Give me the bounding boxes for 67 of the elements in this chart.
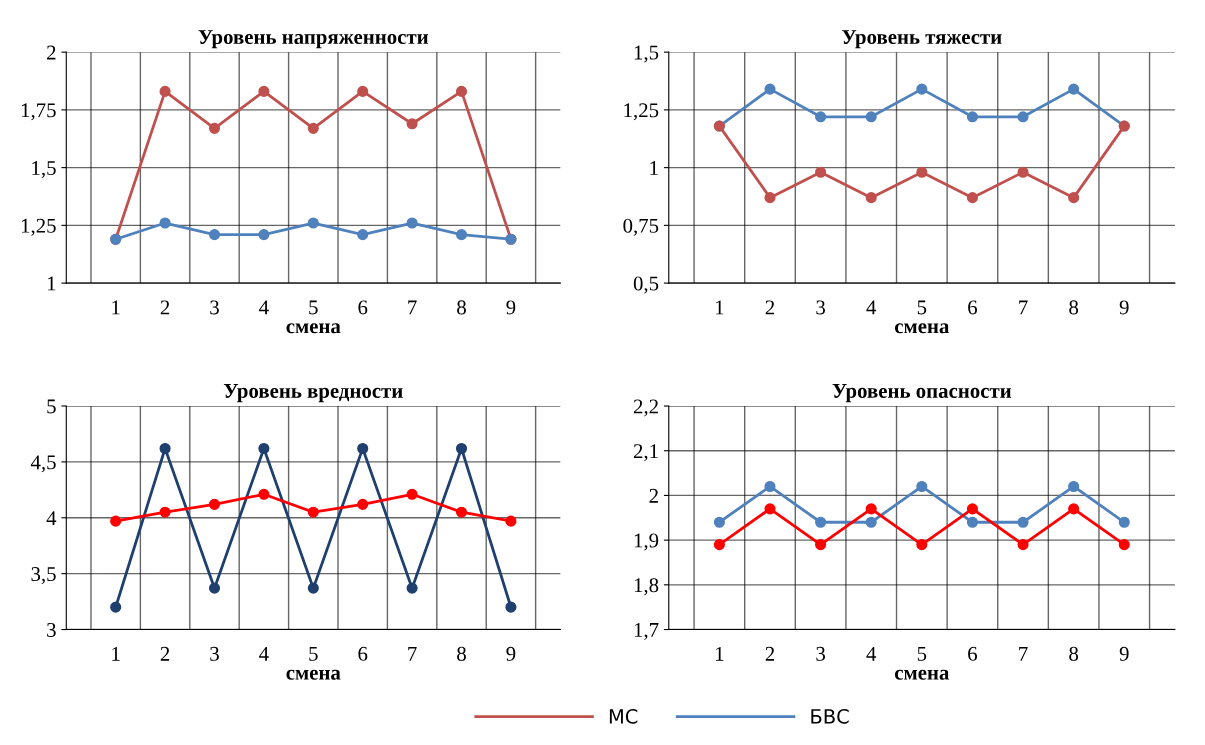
y-tick-label: 1,75 [21,103,56,121]
x-tick-label: 9 [1119,300,1129,315]
y-tick-label: 0,75 [623,218,659,236]
x-tick-label: 5 [309,300,318,315]
x-tick-label: 3 [210,646,219,661]
x-tick-label: 1 [112,646,120,661]
x-tick-label: 9 [506,300,516,315]
x-tick-label: 8 [457,300,466,315]
x-tick-label: 3 [816,300,825,315]
x-tick-label: 5 [309,647,318,661]
x-axis-title: смена [286,669,341,680]
text: МС [609,709,638,724]
y-tick-label: 1,9 [634,533,659,551]
y-tick-label: 2 [649,488,658,503]
x-tick-label: 2 [765,300,775,315]
x-tick-label: 7 [408,300,417,315]
x-tick-label: 9 [1119,646,1129,661]
x-tick-label: 5 [917,300,927,315]
x-tick-label: 1 [716,300,724,315]
x-axis-title: смена [286,323,341,334]
x-tick-label: 6 [358,646,368,661]
y-tick-label: 1,5 [32,161,56,179]
x-tick-label: 7 [408,647,417,661]
x-tick-label: 4 [259,646,269,661]
x-tick-label: 4 [866,646,877,661]
x-tick-label: 5 [917,647,927,661]
x-tick-label: 3 [210,300,219,315]
x-tick-label: 4 [259,300,269,315]
chart-title: Уровень вредности [223,384,403,403]
chart-title: Уровень напряженности [198,30,429,49]
y-tick-label: 1,7 [634,623,659,640]
y-tick-label: 2,1 [633,444,658,462]
x-tick-label: 1 [716,646,724,661]
y-tick-label: 4,5 [30,455,56,473]
x-tick-label: 2 [160,300,170,315]
y-tick-label: 5 [47,399,56,414]
y-tick-label: 0,5 [633,276,659,294]
x-tick-label: 7 [1019,300,1028,315]
x-tick-label: 8 [457,646,466,661]
x-tick-label: 7 [1019,647,1028,661]
x-tick-label: 8 [1069,646,1079,661]
y-tick-label: 1,25 [21,218,56,236]
x-tick-label: 4 [866,300,877,315]
x-tick-label: 6 [968,646,978,661]
x-tick-label: 6 [968,300,978,315]
text: БВС [811,709,849,724]
x-tick-label: 1 [112,300,120,315]
y-tick-label: 3 [47,622,56,637]
y-tick-label: 3,5 [31,567,56,585]
x-axis-title: смена [894,323,950,334]
y-tick-label: 1,25 [624,103,659,121]
chart-title: Уровень опасности [832,384,1012,403]
y-tick-label: 1,8 [634,578,659,596]
x-tick-label: 8 [1069,300,1079,315]
y-tick-label: 1 [47,276,56,291]
y-tick-label: 2,2 [633,399,658,417]
y-tick-label: 2 [47,45,56,60]
x-tick-label: 3 [816,646,825,661]
y-tick-label: 1 [650,161,658,175]
y-tick-label: 4 [46,511,57,525]
x-tick-label: 9 [506,646,516,661]
x-axis-title: смена [894,669,950,680]
y-tick-label: 1,5 [634,45,659,63]
x-tick-label: 2 [765,646,775,661]
chart-title: Уровень тяжести [842,30,1002,49]
x-tick-label: 6 [358,300,368,315]
x-tick-label: 2 [160,646,170,661]
